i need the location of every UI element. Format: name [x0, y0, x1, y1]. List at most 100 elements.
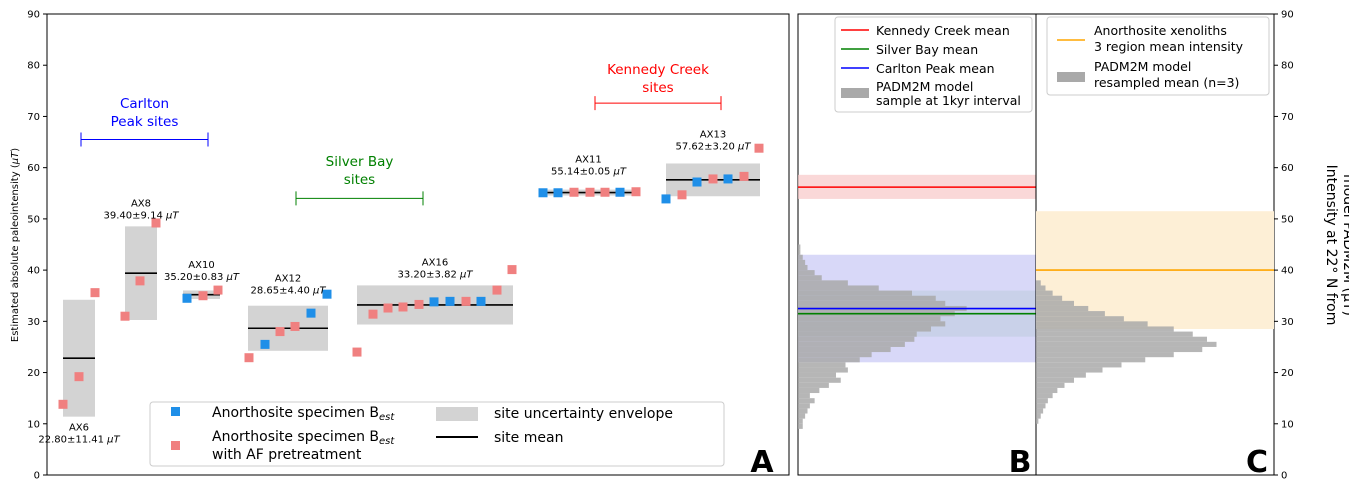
histogram-bar: [798, 254, 803, 260]
histogram-bar: [798, 280, 848, 286]
y-tick-label: 40: [27, 266, 40, 277]
specimen-point: [429, 297, 439, 307]
histogram-bar: [798, 300, 946, 306]
panel-a-group-brackets: Carlton Peak sites Silver Bay sites Kennedy …: [80, 62, 722, 206]
specimen-point-af: [631, 187, 641, 197]
panel-c-y-label-1: Intensity at 22° N from: [1323, 165, 1339, 326]
histogram-bar: [798, 367, 848, 373]
specimen-point-af: [74, 372, 84, 382]
histogram-bar: [1036, 346, 1203, 353]
specimen-point-af: [383, 303, 393, 313]
site-stat-ax11: 55.14±0.05 μT: [551, 166, 627, 177]
histogram-bar: [1036, 352, 1174, 358]
specimen-point-af: [398, 302, 408, 312]
panel-c-y-label-2: model PADM2M (μT): [1340, 174, 1349, 316]
y-tick-label: 30: [1281, 317, 1294, 328]
legend-hist-label-1: PADM2M model: [876, 79, 973, 94]
legend-mean-label: site mean: [494, 430, 563, 446]
histogram-bar: [798, 331, 917, 337]
y-tick-label: 60: [1281, 163, 1294, 174]
histogram-bar: [798, 362, 846, 368]
histogram-bar: [798, 377, 841, 383]
histogram-bar: [798, 259, 806, 265]
site-label-ax8: AX8: [131, 198, 151, 209]
group-label: Silver Bay: [326, 154, 394, 170]
legend-pink-marker: [171, 441, 180, 450]
panel-letter-c: C: [1246, 445, 1268, 479]
site-stat-ax8: 39.40±9.14 μT: [104, 210, 180, 221]
site-stat-ax13: 57.62±3.20 μT: [676, 141, 752, 152]
histogram-bar: [1036, 336, 1207, 342]
specimen-point-af: [58, 399, 68, 409]
histogram-bar: [1036, 285, 1046, 291]
panel-b-legend: Kennedy Creek mean Silver Bay mean Carlt…: [834, 16, 1033, 113]
specimen-point-af: [708, 174, 718, 184]
group-label: sites: [642, 80, 673, 96]
site-label-ax12: AX12: [275, 274, 301, 285]
histogram-bar: [798, 285, 879, 291]
specimen-point-af: [151, 218, 161, 228]
specimen-point-af: [677, 190, 687, 200]
specimen-point: [538, 188, 548, 198]
specimen-point-af: [414, 299, 424, 309]
panel-c: 0 10 20 30 40 50 60 70 80 90 Anorthosite xenolith…: [1035, 10, 1349, 479]
y-tick-label: 10: [27, 419, 40, 430]
legend-envelope-swatch: [436, 407, 478, 421]
legend-xenolith-label-2: 3 region mean intensity: [1094, 39, 1244, 54]
histogram-bar: [1036, 357, 1146, 363]
specimen-point-af: [492, 285, 502, 295]
histogram-bar: [1036, 408, 1044, 414]
y-tick-label: 20: [27, 368, 40, 379]
specimen-point-af: [213, 285, 223, 295]
histogram-bar: [798, 321, 946, 327]
panel-c-histogram: [1036, 280, 1217, 424]
legend-silverbay-label: Silver Bay mean: [876, 42, 978, 57]
site-stat-ax12: 28.65±4.40 μT: [251, 286, 327, 297]
histogram-bar: [798, 352, 872, 358]
histogram-bar: [798, 393, 810, 399]
histogram-bar: [1036, 295, 1063, 301]
y-tick-label: 50: [1281, 214, 1294, 225]
site-stat-ax10: 35.20±0.83 μT: [164, 272, 240, 283]
histogram-bar: [1036, 367, 1103, 373]
specimen-point-af: [290, 321, 300, 331]
legend-blue-label: Anorthosite specimen Best: [212, 405, 395, 423]
histogram-bar: [798, 249, 801, 255]
legend-kennedy-label: Kennedy Creek mean: [876, 23, 1010, 38]
legend-hist-swatch: [841, 88, 869, 98]
histogram-bar: [798, 316, 941, 322]
histogram-bar: [798, 270, 815, 276]
histogram-bar: [1036, 377, 1074, 383]
legend-pink-label-2: with AF pretreatment: [212, 447, 362, 463]
specimen-point-af: [461, 296, 471, 306]
specimen-point-af: [368, 309, 378, 319]
y-tick-label: 90: [27, 10, 40, 21]
group-label: Peak sites: [111, 114, 179, 130]
histogram-bar: [1036, 418, 1039, 424]
legend-resampled-label-2: resampled mean (n=3): [1094, 75, 1239, 90]
specimen-point: [615, 187, 625, 197]
specimen-point: [553, 188, 563, 198]
group-label: sites: [344, 172, 375, 188]
legend-pink-label: Anorthosite specimen Best: [212, 429, 395, 447]
histogram-bar: [1036, 362, 1122, 368]
panel-a-frame: [46, 13, 790, 476]
group-label: Kennedy Creek: [607, 62, 709, 78]
legend-frame: [834, 16, 1033, 113]
specimen-point: [692, 177, 702, 187]
specimen-point-af: [90, 288, 100, 298]
histogram-bar: [1036, 326, 1174, 332]
panel-b-mean-lines: [798, 186, 1036, 315]
specimen-point: [476, 296, 486, 306]
histogram-bar: [798, 418, 803, 424]
specimen-point-af: [120, 311, 130, 321]
y-tick-label: 70: [1281, 112, 1294, 123]
y-tick-label: 20: [1281, 368, 1294, 379]
histogram-bar: [1036, 372, 1086, 378]
specimen-point-af: [244, 353, 254, 363]
group-label: Carlton: [120, 96, 169, 112]
histogram-bar: [798, 326, 931, 332]
histogram-bar: [798, 290, 912, 296]
